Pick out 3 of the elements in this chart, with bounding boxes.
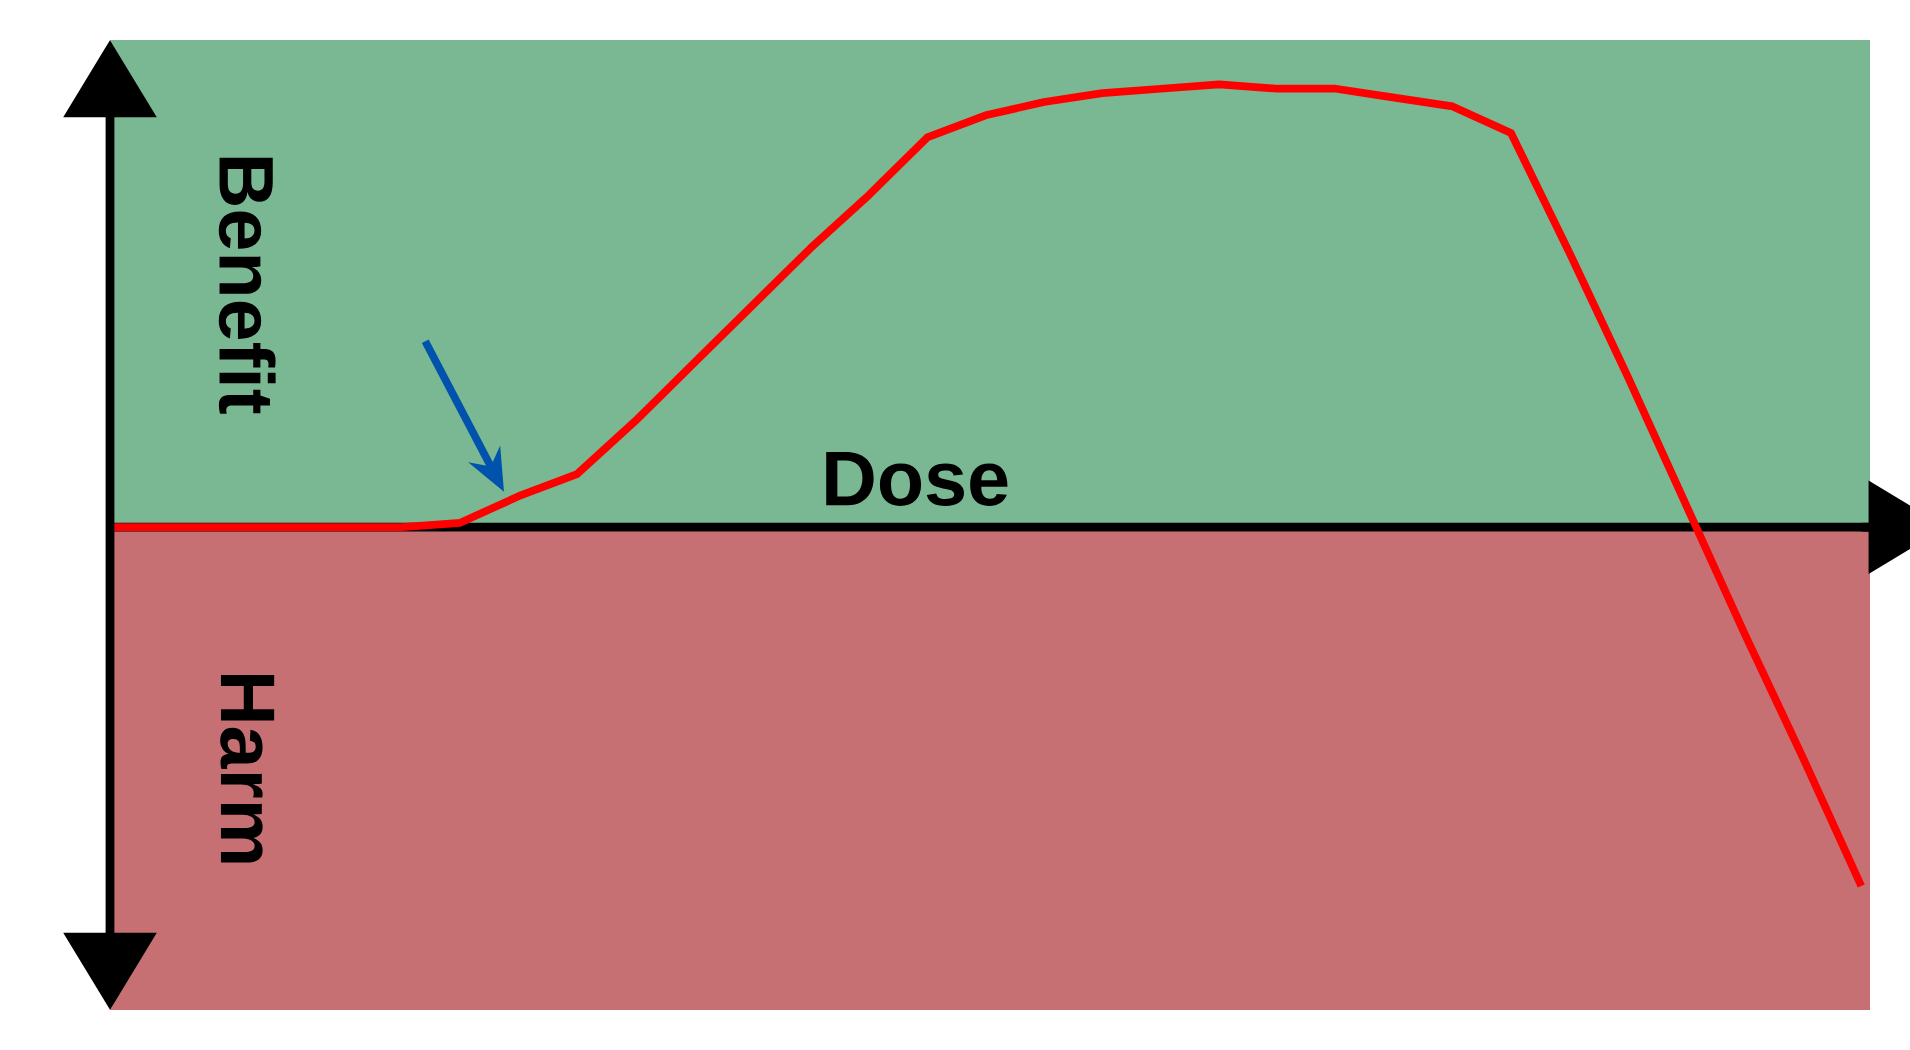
x-axis-title: Dose (826, 451, 1008, 506)
band-label: Benefit (218, 157, 276, 414)
band-label: Harm (220, 674, 275, 863)
